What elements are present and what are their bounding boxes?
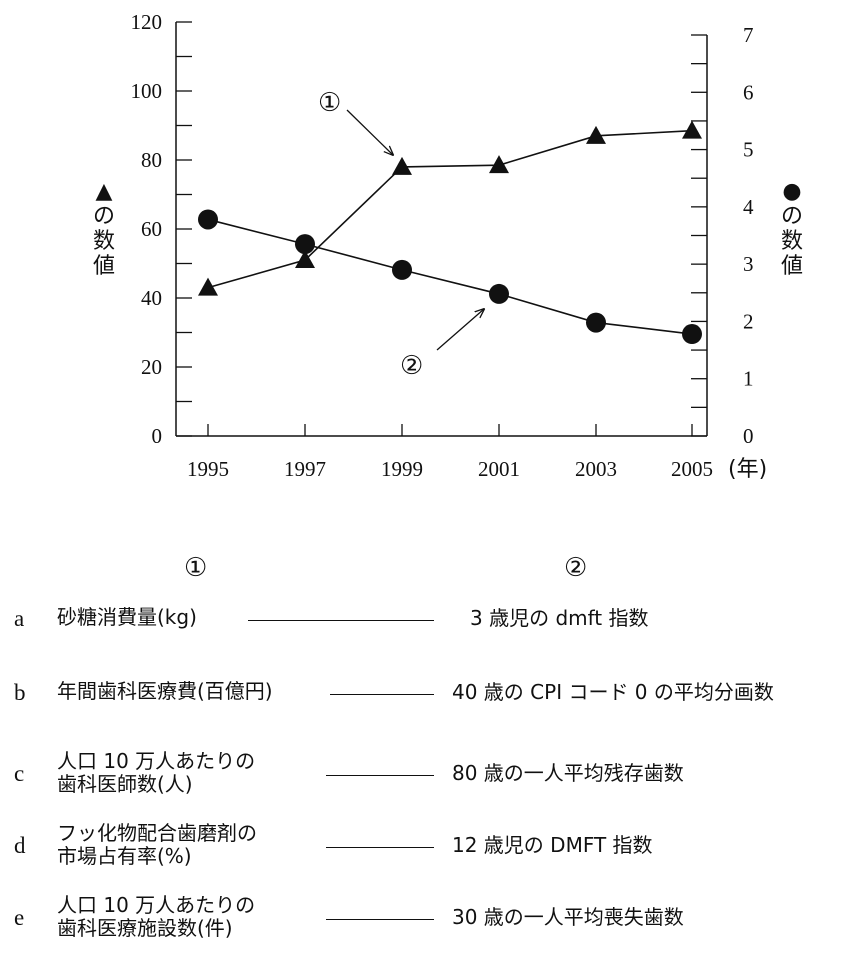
left-axis-label-char: 数 — [93, 229, 115, 254]
choice-row-a: a 砂糖消費量(kg) 3 歳児の dmft 指数 — [0, 606, 855, 666]
right-axis-label-char: ● — [782, 179, 801, 204]
x-tick-label: 1995 — [187, 457, 229, 481]
choice-left-item: 人口 10 万人あたりの 歯科医療施設数(件) — [57, 894, 255, 940]
x-tick-label: 2005 — [671, 457, 713, 481]
right-tick-label: 1 — [743, 367, 754, 391]
choice-left-item: 砂糖消費量(kg) — [57, 606, 197, 629]
choice-right-item: 3 歳児の dmft 指数 — [470, 606, 649, 630]
triangle-marker — [682, 120, 702, 139]
choice-left-line: 砂糖消費量(kg) — [57, 605, 197, 629]
left-axis-label-char: ▲ — [96, 179, 113, 204]
triangle-marker — [586, 125, 606, 144]
choice-right-item: 80 歳の一人平均残存歯数 — [452, 761, 684, 785]
triangle-marker — [489, 155, 509, 174]
right-axis-label-char: 数 — [781, 229, 803, 254]
left-tick-label: 80 — [141, 148, 162, 172]
circle-marker — [586, 312, 606, 333]
choice-row-c: c 人口 10 万人あたりの 歯科医師数(人) 80 歳の一人平均残存歯数 — [0, 750, 855, 810]
left-tick-label: 40 — [141, 286, 162, 310]
series-2-line — [207, 218, 693, 335]
right-tick-label: 5 — [743, 138, 754, 162]
x-tick-label: 1999 — [381, 457, 423, 481]
line-chart: 0 20 40 60 80 100 120 0 1 2 3 4 5 6 7 1995 1997 1999 200… — [93, 10, 803, 482]
series-callouts: ①② — [318, 88, 484, 381]
choice-left-line: 人口 10 万人あたりの — [57, 749, 256, 773]
choice-left-line: 市場占有率(%) — [57, 844, 192, 868]
choice-row-b: b 年間歯科医療費(百億円) 40 歳の CPI コード 0 の平均分画数 — [0, 680, 855, 740]
choice-right-item: 30 歳の一人平均喪失歯数 — [452, 905, 684, 929]
triangle-marker — [198, 277, 218, 296]
choice-left-line: 年間歯科医療費(百億円) — [57, 679, 273, 703]
x-tick-label: 1997 — [284, 457, 326, 481]
chart-axes — [175, 22, 708, 437]
callout-series-1: ① — [318, 88, 341, 118]
callout-series-2: ② — [400, 351, 423, 381]
circle-marker — [198, 209, 218, 230]
right-tick-label: 4 — [743, 195, 754, 219]
x-axis-ticks: 1995 1997 1999 2001 2003 2005 (年) — [187, 424, 767, 482]
circle-marker — [392, 259, 412, 280]
triangle-marker — [392, 156, 412, 175]
column-header-1: ① — [184, 553, 208, 583]
right-axis-ticks: 0 1 2 3 4 5 6 7 — [691, 23, 754, 448]
choice-row-e: e 人口 10 万人あたりの 歯科医療施設数(件) 30 歳の一人平均喪失歯数 — [0, 894, 855, 954]
circle-marker — [489, 283, 509, 304]
series-lines — [207, 129, 693, 335]
x-tick-label: 2001 — [478, 457, 520, 481]
left-tick-label: 0 — [152, 424, 163, 448]
series-1-line — [207, 129, 693, 289]
choice-connector-line — [248, 620, 434, 621]
choice-letter: a — [14, 606, 25, 631]
series-markers — [198, 120, 702, 345]
choice-left-line: 歯科医療施設数(件) — [57, 916, 233, 940]
left-tick-label: 120 — [131, 10, 163, 34]
choice-left-item: 人口 10 万人あたりの 歯科医師数(人) — [57, 750, 255, 796]
x-tick-label: 2003 — [575, 457, 617, 481]
circle-marker — [682, 324, 702, 345]
right-axis-label-char: の — [781, 204, 803, 229]
choice-letter: c — [14, 761, 25, 786]
callout-arrow-1 — [346, 109, 393, 155]
choice-connector-line — [326, 775, 434, 776]
x-axis-unit: (年) — [728, 457, 767, 482]
choice-connector-line — [330, 694, 434, 695]
choice-right-item: 40 歳の CPI コード 0 の平均分画数 — [452, 680, 774, 704]
left-tick-label: 60 — [141, 217, 162, 241]
choice-left-item: フッ化物配合歯磨剤の 市場占有率(%) — [57, 822, 257, 868]
choice-left-line: 人口 10 万人あたりの — [57, 893, 256, 917]
choice-right-item: 12 歳児の DMFT 指数 — [452, 833, 653, 857]
left-axis-label-char: の — [93, 204, 115, 229]
left-axis-ticks: 0 20 40 60 80 100 120 — [131, 10, 192, 448]
column-header-2: ② — [564, 553, 588, 583]
right-tick-label: 6 — [743, 80, 754, 104]
choice-left-line: 歯科医師数(人) — [57, 772, 193, 796]
choice-left-item: 年間歯科医療費(百億円) — [57, 680, 273, 703]
choice-letter: d — [14, 833, 26, 858]
choice-letter: b — [14, 680, 26, 705]
circle-marker — [295, 234, 315, 255]
right-tick-label: 3 — [743, 252, 754, 276]
choice-connector-line — [326, 919, 434, 920]
right-tick-label: 7 — [743, 23, 754, 47]
left-tick-label: 100 — [131, 79, 163, 103]
choice-row-d: d フッ化物配合歯磨剤の 市場占有率(%) 12 歳児の DMFT 指数 — [0, 822, 855, 882]
choice-letter: e — [14, 905, 25, 930]
right-axis-label-char: 値 — [781, 254, 803, 279]
callout-arrow-2 — [436, 309, 484, 351]
right-tick-label: 2 — [743, 309, 754, 333]
left-tick-label: 20 — [141, 355, 162, 379]
choice-connector-line — [326, 847, 434, 848]
choice-left-line: フッ化物配合歯磨剤の — [57, 821, 257, 845]
right-tick-label: 0 — [743, 424, 754, 448]
triangle-marker — [295, 250, 315, 269]
left-axis-label-char: 値 — [93, 254, 115, 279]
axis-labels: ▲の数値●の数値 — [93, 179, 803, 279]
